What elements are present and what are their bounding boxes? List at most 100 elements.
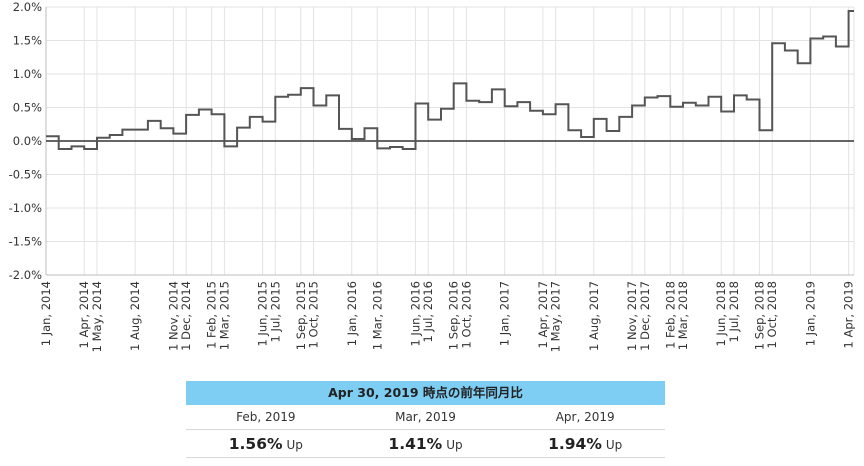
data-point[interactable]	[438, 106, 443, 111]
data-point[interactable]	[184, 112, 189, 117]
data-point[interactable]	[133, 127, 138, 132]
x-tick-label: 1 Jan, 2016	[345, 281, 359, 346]
data-point[interactable]	[260, 119, 265, 124]
data-point[interactable]	[515, 100, 520, 105]
summary-value-row: 1.56% Up 1.41% Up 1.94% Up	[186, 430, 665, 458]
data-point[interactable]	[770, 41, 775, 46]
x-tick-label: 1 Sep, 2018	[752, 281, 766, 350]
data-point[interactable]	[630, 103, 635, 108]
data-point[interactable]	[795, 61, 800, 66]
data-point[interactable]	[400, 147, 405, 152]
data-point[interactable]	[362, 126, 367, 131]
data-point[interactable]	[145, 118, 150, 123]
data-point[interactable]	[451, 81, 456, 86]
series-group	[44, 9, 854, 152]
x-tick-label: 1 Feb, 2015	[205, 281, 219, 349]
data-point[interactable]	[681, 100, 686, 105]
data-point[interactable]	[273, 94, 278, 99]
data-point[interactable]	[413, 101, 418, 106]
data-point[interactable]	[477, 100, 482, 105]
x-tick-label: 1 Dec, 2014	[179, 281, 193, 351]
data-point[interactable]	[833, 44, 838, 49]
data-point[interactable]	[566, 128, 571, 133]
data-point[interactable]	[349, 136, 354, 141]
data-point[interactable]	[375, 146, 380, 151]
summary-title: Apr 30, 2019 時点の前年同月比	[186, 381, 665, 405]
data-point[interactable]	[642, 95, 647, 100]
data-point[interactable]	[591, 116, 596, 121]
data-point[interactable]	[464, 98, 469, 103]
x-tick-label: 1 Dec, 2017	[638, 281, 652, 351]
x-tick-label: 1 Oct, 2016	[459, 281, 473, 348]
data-point[interactable]	[782, 48, 787, 53]
data-point[interactable]	[821, 34, 826, 39]
data-point[interactable]	[693, 103, 698, 108]
data-point[interactable]	[617, 114, 622, 119]
summary-value-2: 1.41%	[388, 435, 443, 453]
inflation-step-chart: -2.0% -1.5% -1.0% -0.5% 0.0% 0.5% 1.0% 1.5% 2.0%…	[9, 0, 856, 352]
x-tick-label: 1 Mar, 2018	[676, 281, 690, 350]
data-point[interactable]	[82, 147, 87, 152]
y-tick-label: -2.0%	[9, 268, 42, 282]
data-point[interactable]	[528, 108, 533, 113]
data-point[interactable]	[719, 109, 724, 114]
data-point[interactable]	[757, 128, 762, 133]
x-tick-label: 1 Jul, 2016	[421, 281, 435, 342]
x-tick-label: 1 May, 2014	[90, 281, 104, 352]
data-point[interactable]	[247, 114, 252, 119]
x-tick-label: 1 Jan, 2017	[498, 281, 512, 346]
data-point[interactable]	[744, 97, 749, 102]
data-point[interactable]	[196, 107, 201, 112]
data-point[interactable]	[337, 126, 342, 131]
data-point[interactable]	[69, 144, 74, 149]
yoy-summary-table: Apr 30, 2019 時点の前年同月比 Feb, 2019 Mar, 201…	[186, 381, 665, 458]
summary-month-2: Mar, 2019	[395, 410, 456, 424]
data-point[interactable]	[846, 9, 851, 14]
data-point[interactable]	[324, 93, 329, 98]
data-point[interactable]	[235, 125, 240, 130]
x-tick-label: 1 May, 2017	[549, 281, 563, 352]
x-tick-label: 1 Apr, 2017	[536, 281, 550, 348]
data-point[interactable]	[171, 131, 176, 136]
summary-value-1: 1.56%	[228, 435, 283, 453]
summary-cell-2: 1.41% Up	[346, 430, 506, 457]
y-tick-label: 1.5%	[13, 34, 42, 48]
x-tick-label: 1 Jan, 2019	[803, 281, 817, 346]
data-point[interactable]	[489, 87, 494, 92]
data-point[interactable]	[706, 94, 711, 99]
data-point[interactable]	[655, 94, 660, 99]
y-tick-label: -1.0%	[9, 201, 42, 215]
summary-direction-2: Up	[446, 438, 463, 452]
data-point[interactable]	[56, 147, 61, 152]
x-tick-label: 1 Jul, 2018	[727, 281, 741, 342]
data-point[interactable]	[540, 112, 545, 117]
data-point[interactable]	[311, 103, 316, 108]
data-point[interactable]	[387, 145, 392, 150]
data-point[interactable]	[286, 92, 291, 97]
x-tick-label: 1 Aug, 2017	[587, 281, 601, 351]
data-point[interactable]	[44, 134, 49, 139]
data-point[interactable]	[553, 102, 558, 107]
summary-month-row: Feb, 2019 Mar, 2019 Apr, 2019	[186, 405, 665, 430]
y-axis: -2.0% -1.5% -1.0% -0.5% 0.0% 0.5% 1.0% 1.5% 2.0%	[9, 0, 47, 282]
summary-direction-3: Up	[605, 438, 623, 452]
x-tick-label: 1 Jun, 2015	[256, 281, 270, 347]
data-point[interactable]	[209, 112, 214, 117]
x-tick-label: 1 Feb, 2018	[663, 281, 677, 349]
x-tick-label: 1 Jan, 2014	[39, 281, 53, 346]
data-point[interactable]	[222, 144, 227, 149]
data-point[interactable]	[731, 93, 736, 98]
y-tick-label: 0.5%	[13, 101, 42, 115]
x-tick-label: 1 Apr, 2019	[842, 281, 856, 348]
data-point[interactable]	[107, 132, 112, 137]
data-point[interactable]	[668, 104, 673, 109]
data-point[interactable]	[579, 134, 584, 139]
data-point[interactable]	[808, 36, 813, 41]
data-point[interactable]	[604, 128, 609, 133]
data-point[interactable]	[94, 135, 99, 140]
data-point[interactable]	[426, 117, 431, 122]
data-point[interactable]	[502, 104, 507, 109]
data-point[interactable]	[298, 86, 303, 91]
data-point[interactable]	[120, 127, 125, 132]
data-point[interactable]	[158, 126, 163, 131]
